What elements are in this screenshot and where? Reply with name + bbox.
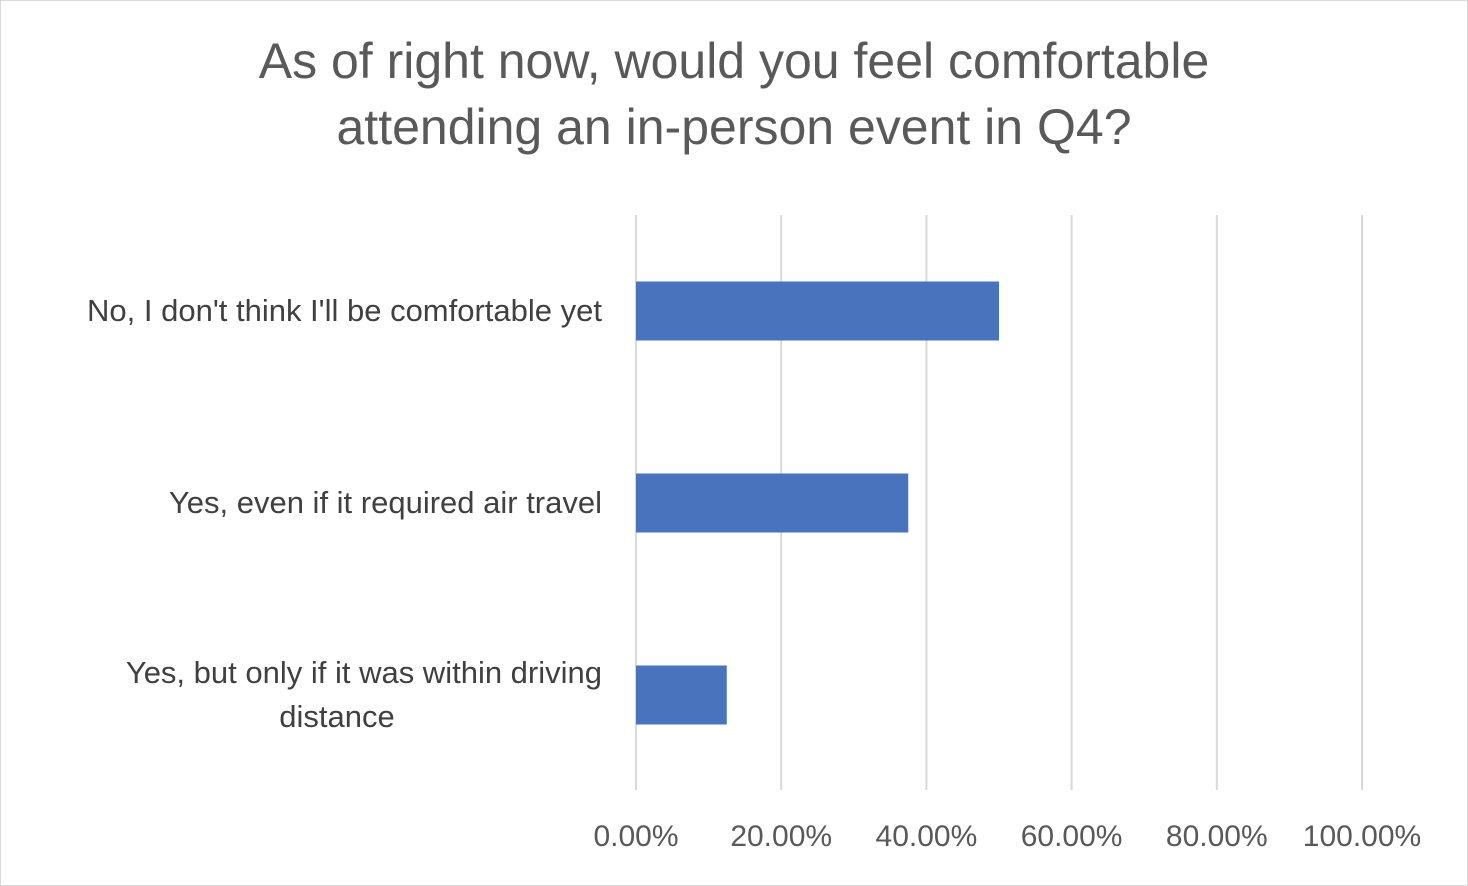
chart-title-line-2: attending an in-person event in Q4? — [336, 99, 1132, 155]
bar-2 — [636, 665, 727, 725]
x-tick-label-3: 60.00% — [1021, 820, 1123, 853]
x-tick-label-2: 40.00% — [876, 820, 978, 853]
category-label-2-line-1: distance — [279, 699, 394, 734]
x-tick-label-5: 100.00% — [1303, 820, 1421, 853]
category-label-0-line-0: No, I don't think I'll be comfortable ye… — [87, 293, 602, 328]
x-tick-label-4: 80.00% — [1166, 820, 1268, 853]
category-label-1-line-0: Yes, even if it required air travel — [169, 485, 602, 520]
category-labels: No, I don't think I'll be comfortable ye… — [87, 293, 602, 734]
chart-title-line-1: As of right now, would you feel comforta… — [258, 33, 1210, 89]
bar-1 — [636, 473, 909, 533]
bars — [636, 281, 999, 725]
x-axis-tick-labels: 0.00% 20.00% 40.00% 60.00% 80.00% 100.00% — [593, 820, 1421, 853]
x-tick-label-0: 0.00% — [593, 820, 678, 853]
x-tick-label-1: 20.00% — [730, 820, 832, 853]
bar-0 — [636, 281, 999, 341]
chart-title: As of right now, would you feel comforta… — [0, 28, 1468, 160]
category-label-2-line-0: Yes, but only if it was within driving — [126, 655, 602, 690]
